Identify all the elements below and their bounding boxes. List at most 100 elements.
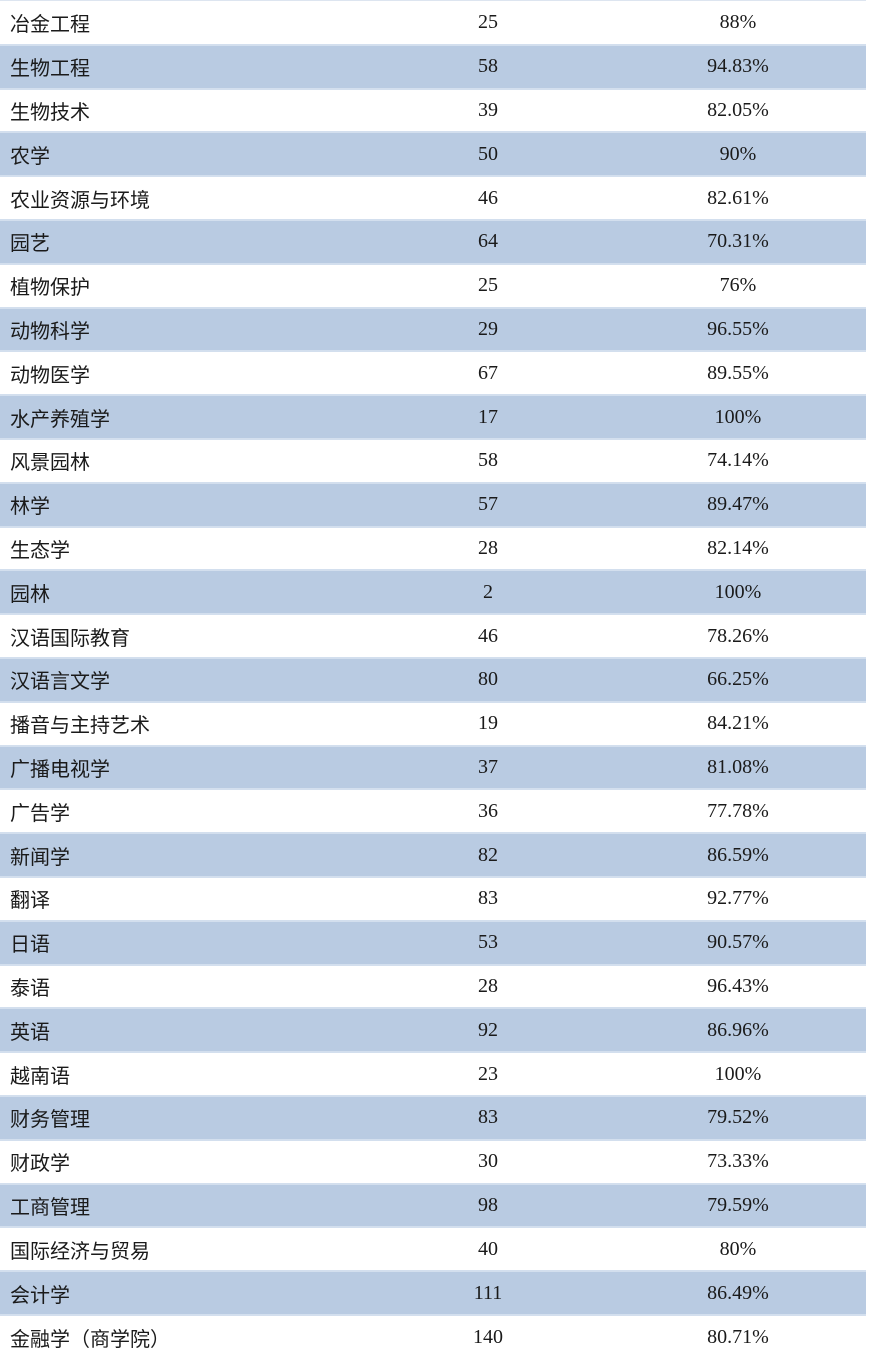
major-cell: 日语 [0, 919, 366, 966]
count-cell: 83 [478, 887, 498, 910]
table-row: 汉语言文学 80 66.25% [0, 656, 866, 703]
count-cell: 53 [366, 919, 610, 966]
top-border [0, 0, 866, 1]
major-cell: 工商管理 [0, 1182, 366, 1229]
major-cell: 园林 [0, 569, 366, 616]
table-row: 水产养殖学 17 100% [0, 394, 866, 440]
rate-cell: 86.59% [610, 832, 866, 878]
count-cell: 83 [366, 1094, 610, 1141]
rate-cell: 100% [714, 1062, 762, 1085]
major-cell: 生态学 [10, 539, 70, 562]
rate-cell: 90% [610, 131, 866, 178]
table-row: 生态学 28 82.14% [0, 527, 866, 571]
table-row: 金融学（商学院） 140 80.71% [0, 1315, 866, 1359]
count-cell: 40 [478, 1237, 498, 1260]
major-cell: 广播电视学 [0, 744, 366, 791]
table-row: 植物保护 25 76% [0, 264, 866, 308]
rate-cell: 76% [719, 274, 757, 297]
table-row: 动物科学 29 96.55% [0, 306, 866, 353]
count-cell: 92 [366, 1007, 610, 1054]
count-cell: 17 [366, 394, 610, 440]
count-cell: 36 [478, 799, 498, 822]
major-cell: 汉语国际教育 [10, 627, 130, 650]
rate-cell: 70.31% [610, 218, 866, 265]
rate-cell: 100% [610, 394, 866, 440]
rate-cell: 74.14% [707, 449, 769, 472]
major-cell: 园艺 [0, 218, 366, 265]
table-row: 日语 53 90.57% [0, 919, 866, 966]
rate-cell: 96.55% [610, 306, 866, 353]
rate-cell: 86.49% [610, 1270, 866, 1316]
count-cell: 28 [478, 974, 498, 997]
table-row: 生物工程 58 94.83% [0, 43, 866, 90]
count-cell: 58 [366, 43, 610, 90]
major-cell: 农学 [0, 131, 366, 178]
count-cell: 25 [478, 274, 498, 297]
table-row: 园林 2 100% [0, 569, 866, 616]
rate-cell: 82.14% [707, 536, 769, 559]
rate-cell: 89.55% [707, 361, 769, 384]
table-row: 生物技术 39 82.05% [0, 89, 866, 133]
rate-cell: 79.52% [610, 1094, 866, 1141]
table-row: 动物医学 67 89.55% [0, 351, 866, 395]
count-cell: 98 [366, 1182, 610, 1229]
major-cell: 越南语 [10, 1065, 70, 1088]
rate-cell: 90.57% [610, 919, 866, 966]
table-row: 广播电视学 37 81.08% [0, 744, 866, 791]
major-cell: 广告学 [10, 802, 70, 825]
major-cell: 汉语言文学 [0, 656, 366, 703]
table-row: 工商管理 98 79.59% [0, 1182, 866, 1229]
major-cell: 金融学（商学院） [10, 1328, 170, 1351]
table-row: 新闻学 82 86.59% [0, 832, 866, 878]
major-cell: 财政学 [10, 1153, 70, 1176]
table-row: 播音与主持艺术 19 84.21% [0, 702, 866, 746]
rate-cell: 80.71% [707, 1325, 769, 1348]
rate-cell: 81.08% [610, 744, 866, 791]
rate-cell: 73.33% [707, 1150, 769, 1173]
major-cell: 英语 [0, 1007, 366, 1054]
major-cell: 林学 [0, 481, 366, 528]
major-cell: 风景园林 [10, 452, 90, 475]
rate-cell: 100% [610, 569, 866, 616]
table-row: 风景园林 58 74.14% [0, 439, 866, 483]
table-row: 农业资源与环境 46 82.61% [0, 176, 866, 220]
count-cell: 82 [366, 832, 610, 878]
major-cell: 冶金工程 [10, 13, 90, 36]
major-cell: 播音与主持艺术 [10, 715, 150, 738]
rate-cell: 82.61% [707, 186, 769, 209]
count-cell: 46 [478, 624, 498, 647]
count-cell: 57 [366, 481, 610, 528]
count-cell: 37 [366, 744, 610, 791]
major-cell: 水产养殖学 [0, 394, 366, 440]
table-row: 园艺 64 70.31% [0, 218, 866, 265]
major-cell: 农业资源与环境 [10, 189, 150, 212]
table-row: 财政学 30 73.33% [0, 1140, 866, 1184]
major-cell: 泰语 [10, 977, 50, 1000]
major-cell: 动物科学 [0, 306, 366, 353]
count-cell: 80 [366, 656, 610, 703]
count-cell: 50 [366, 131, 610, 178]
major-cell: 财务管理 [0, 1094, 366, 1141]
count-cell: 23 [478, 1062, 498, 1085]
rate-cell: 92.77% [707, 887, 769, 910]
table-row: 冶金工程 25 88% [0, 1, 866, 45]
count-cell: 46 [478, 186, 498, 209]
major-cell: 动物医学 [10, 364, 90, 387]
count-cell: 25 [478, 10, 498, 33]
rate-cell: 80% [719, 1237, 757, 1260]
table-row: 汉语国际教育 46 78.26% [0, 614, 866, 658]
count-cell: 30 [478, 1150, 498, 1173]
table-row: 财务管理 83 79.52% [0, 1094, 866, 1141]
table-row: 广告学 36 77.78% [0, 789, 866, 833]
count-cell: 111 [366, 1270, 610, 1316]
major-cell: 翻译 [10, 890, 50, 913]
major-cell: 国际经济与贸易 [10, 1240, 150, 1263]
table-row: 农学 50 90% [0, 131, 866, 178]
table-row: 国际经济与贸易 40 80% [0, 1227, 866, 1271]
rate-cell: 84.21% [707, 712, 769, 735]
major-cell: 植物保护 [10, 277, 90, 300]
table-row: 英语 92 86.96% [0, 1007, 866, 1054]
count-cell: 39 [478, 98, 498, 121]
count-cell: 28 [478, 536, 498, 559]
